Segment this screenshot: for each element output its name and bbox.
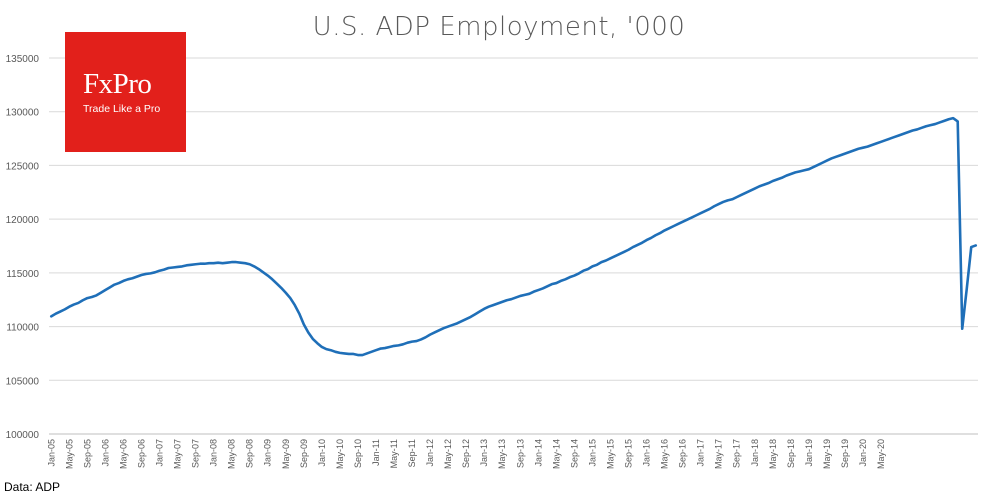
x-tick-label: Jan-08 (209, 439, 219, 467)
x-tick-label: Sep-13 (515, 439, 525, 468)
x-tick-label: May-05 (64, 439, 74, 469)
x-tick-label: May-19 (822, 439, 832, 469)
y-tick-label: 125000 (6, 161, 40, 172)
x-tick-label: Jan-07 (155, 439, 165, 467)
x-tick-label: Sep-19 (840, 439, 850, 468)
series-layer (49, 116, 978, 357)
x-tick-label: May-08 (227, 439, 237, 469)
series-line-adp-employment (49, 116, 978, 357)
x-tick-label: May-09 (281, 439, 291, 469)
y-tick-label: 120000 (6, 215, 40, 226)
x-axis-ticks: Jan-05 May-05 Sep-05 Jan-06 May-06 Sep-06 Jan-… (46, 439, 886, 469)
x-tick-label: May-17 (714, 439, 724, 469)
x-tick-label: May-18 (768, 439, 778, 469)
data-source: Data: ADP (4, 480, 61, 494)
y-tick-label: 110000 (6, 323, 39, 334)
x-tick-label: May-16 (660, 439, 670, 469)
x-tick-label: May-06 (118, 439, 128, 469)
x-tick-label: Jan-06 (100, 439, 110, 467)
x-tick-label: Sep-14 (569, 439, 579, 468)
x-tick-label: Sep-16 (678, 439, 688, 468)
x-tick-label: Jan-05 (46, 439, 56, 467)
y-tick-label: 135000 (6, 54, 40, 65)
gridlines (49, 57, 978, 435)
x-tick-label: Jan-19 (804, 439, 814, 467)
x-tick-label: May-13 (497, 439, 507, 469)
x-tick-label: Jan-17 (696, 439, 706, 467)
x-tick-label: Sep-07 (191, 439, 201, 468)
x-tick-label: May-11 (389, 439, 399, 468)
x-tick-label: Jan-09 (263, 439, 273, 467)
x-tick-label: Jan-11 (371, 439, 381, 466)
x-tick-label: Jan-12 (425, 439, 435, 467)
x-tick-label: Sep-11 (407, 439, 417, 467)
y-tick-label: 130000 (6, 108, 40, 119)
x-tick-label: May-14 (551, 439, 561, 469)
x-tick-label: Jan-10 (317, 439, 327, 467)
y-axis-ticks: 135000 130000 125000 120000 115000 110000 1050… (6, 54, 40, 441)
x-tick-label: Jan-15 (587, 439, 597, 467)
logo-tagline: Trade Like a Pro (83, 103, 161, 115)
x-tick-label: Jan-20 (858, 439, 868, 467)
x-tick-label: Sep-15 (624, 439, 634, 468)
x-tick-label: Jan-14 (533, 439, 543, 467)
x-tick-label: May-07 (173, 439, 183, 469)
x-tick-label: May-12 (443, 439, 453, 469)
x-tick-label: May-20 (876, 439, 886, 469)
x-tick-label: Sep-09 (299, 439, 309, 468)
fxpro-logo: FxPro Trade Like a Pro (65, 32, 186, 152)
x-tick-label: Sep-05 (82, 439, 92, 468)
chart-title: U.S. ADP Employment, '000 (312, 12, 686, 42)
x-tick-label: Jan-18 (750, 439, 760, 467)
x-tick-label: Jan-13 (479, 439, 489, 467)
y-tick-label: 100000 (6, 430, 40, 441)
x-tick-label: Sep-10 (353, 439, 363, 468)
x-tick-label: Jan-16 (642, 439, 652, 467)
x-tick-label: May-15 (606, 439, 616, 469)
logo-brand: FxPro (83, 68, 152, 100)
x-tick-label: Sep-06 (136, 439, 146, 468)
x-tick-label: May-10 (335, 439, 345, 469)
x-tick-label: Sep-12 (461, 439, 471, 468)
y-tick-label: 115000 (6, 269, 39, 280)
x-tick-label: Sep-17 (732, 439, 742, 468)
y-tick-label: 105000 (6, 376, 40, 387)
x-tick-label: Sep-08 (245, 439, 255, 468)
x-tick-label: Sep-18 (786, 439, 796, 468)
